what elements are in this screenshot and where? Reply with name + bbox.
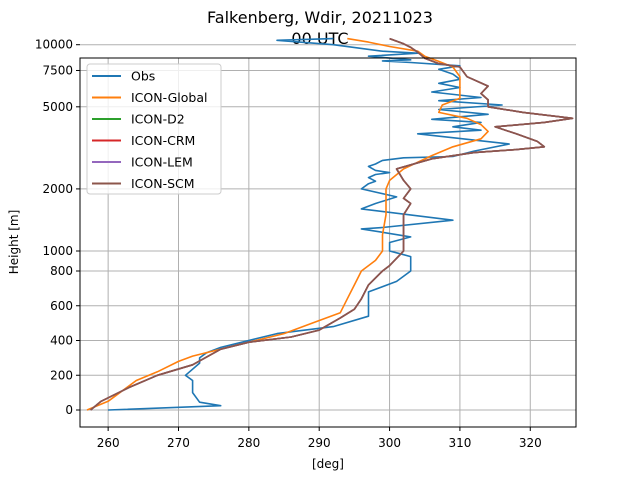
y-tick-label: 10000 — [35, 38, 73, 52]
y-axis-ticks: 0 200 400 600 800 1000 2000 5000 7500 10000 — [35, 38, 80, 417]
x-tick-label: 270 — [167, 436, 190, 450]
legend-label: ICON-D2 — [131, 112, 185, 127]
x-tick-label: 290 — [308, 436, 331, 450]
legend-label: Obs — [131, 69, 155, 84]
plot-frame — [79, 57, 577, 428]
chart-title: Falkenberg, Wdir, 20211023 — [207, 8, 433, 27]
y-tick-label: 800 — [50, 264, 73, 278]
y-tick-label: 0 — [65, 403, 73, 417]
legend-label: ICON-CRM — [131, 133, 195, 148]
x-tick-label: 280 — [237, 436, 260, 450]
x-tick-label: 300 — [378, 436, 401, 450]
y-axis-label: Height [m] — [7, 210, 21, 275]
y-tick-label: 1000 — [42, 244, 73, 258]
y-tick-label: 400 — [50, 334, 73, 348]
series-line-obs — [108, 37, 510, 411]
legend-label: ICON-Global — [131, 90, 207, 105]
y-tick-label: 600 — [50, 299, 73, 313]
y-tick-label: 200 — [50, 368, 73, 382]
y-tick-label: 5000 — [42, 100, 73, 114]
x-axis-ticks: 260 270 280 290 300 310 320 — [97, 427, 542, 450]
series-line-icon-scm — [90, 37, 574, 411]
series-lines — [86, 37, 574, 411]
legend-label: ICON-LEM — [131, 155, 193, 170]
grid-lines — [80, 44, 576, 427]
y-tick-label: 7500 — [42, 63, 73, 77]
x-tick-label: 310 — [448, 436, 471, 450]
x-tick-label: 320 — [519, 436, 542, 450]
x-tick-label: 260 — [97, 436, 120, 450]
legend: Obs ICON-Global ICON-D2 ICON-CRM ICON-LEM ICO… — [86, 63, 222, 195]
x-axis-label: [deg] — [312, 457, 344, 471]
legend-box — [86, 63, 222, 195]
y-tick-label: 2000 — [42, 182, 73, 196]
legend-label: ICON-SCM — [131, 176, 195, 191]
